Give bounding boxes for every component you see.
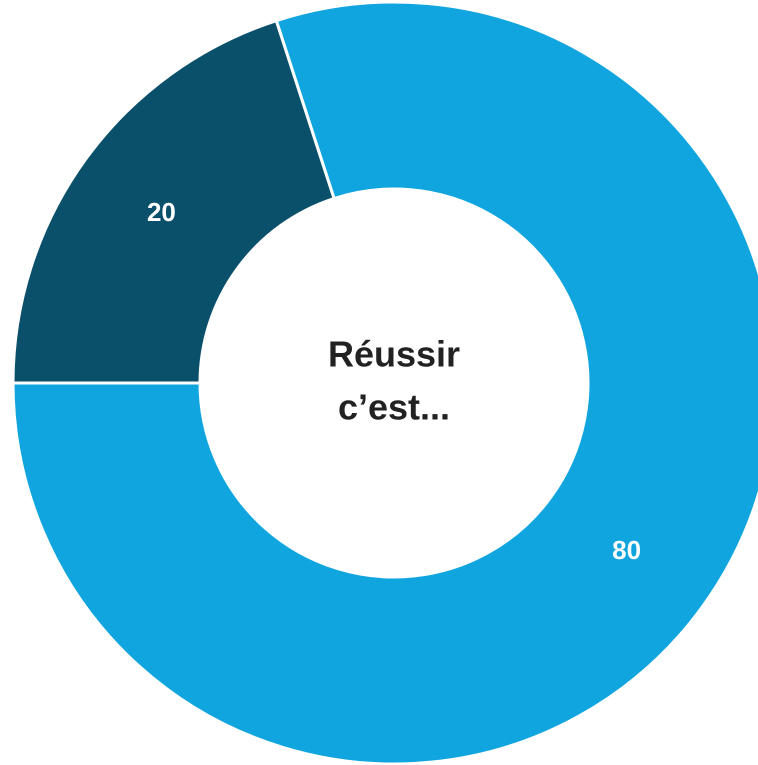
slice [11,0,758,765]
slices [11,0,758,765]
value-label: 80 [612,535,641,565]
center-text: c’est... [338,387,450,428]
center-text: Réussir [328,334,460,375]
slice [11,18,336,385]
value-label: 20 [147,197,176,227]
